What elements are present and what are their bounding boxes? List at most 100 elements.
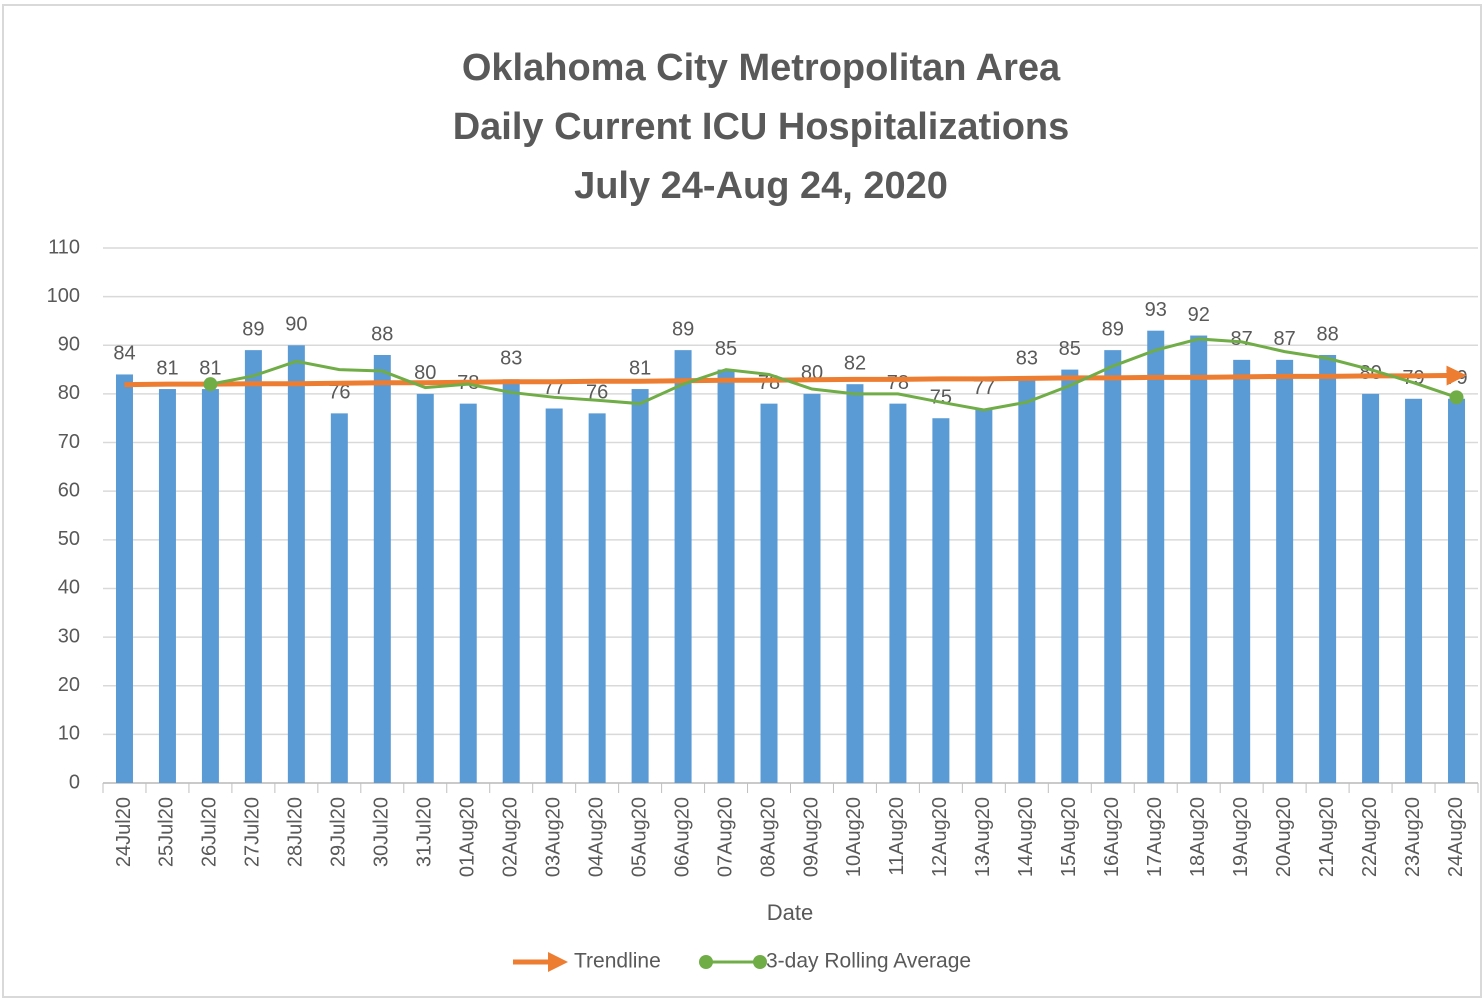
bar [158, 389, 176, 783]
x-tick-label: 29Jul20 [328, 797, 350, 867]
bar [1233, 359, 1251, 783]
bar [1018, 379, 1036, 783]
x-tick-label: 13Aug20 [972, 797, 994, 877]
x-tick-label: 21Aug20 [1316, 797, 1338, 877]
bar [244, 350, 262, 783]
x-tick-label: 18Aug20 [1187, 797, 1209, 877]
data-label: 90 [285, 314, 307, 336]
x-tick-label: 05Aug20 [628, 797, 650, 877]
legend-swatch [753, 955, 767, 969]
bar [373, 355, 391, 783]
y-tick-label: 100 [47, 285, 80, 307]
x-tick-label: 08Aug20 [757, 797, 779, 877]
bar [846, 384, 864, 783]
data-label: 92 [1188, 304, 1210, 326]
y-tick-label: 90 [58, 334, 80, 356]
data-label: 82 [844, 352, 866, 374]
data-label: 84 [113, 343, 135, 365]
bar [1104, 350, 1122, 783]
x-tick-label: 14Aug20 [1015, 797, 1037, 877]
bar [760, 403, 778, 783]
x-tick-label: 24Aug20 [1445, 797, 1467, 877]
x-tick-label: 28Jul20 [285, 797, 307, 867]
legend-label: 3-day Rolling Average [766, 950, 971, 973]
x-tick-label: 17Aug20 [1144, 797, 1166, 877]
bar [115, 374, 133, 783]
y-tick-label: 50 [58, 528, 80, 550]
y-tick-label: 30 [58, 625, 80, 647]
bar [459, 403, 477, 783]
bar [1061, 369, 1079, 783]
y-tick-label: 60 [58, 479, 80, 501]
bar [1147, 330, 1165, 783]
x-tick-label: 10Aug20 [843, 797, 865, 877]
x-tick-label: 25Jul20 [156, 797, 178, 867]
x-tick-label: 07Aug20 [714, 797, 736, 877]
data-label: 89 [242, 318, 264, 340]
data-label: 93 [1145, 299, 1167, 321]
y-tick-label: 70 [58, 431, 80, 453]
x-tick-label: 30Jul20 [371, 797, 393, 867]
chart-border [2, 4, 1482, 998]
bar [717, 369, 735, 783]
data-label: 85 [715, 338, 737, 360]
data-label: 89 [672, 318, 694, 340]
series-line [210, 337, 1458, 412]
data-label: 88 [1316, 323, 1338, 345]
data-label: 81 [199, 357, 221, 379]
line-marker [203, 377, 218, 392]
x-tick-label: 20Aug20 [1273, 797, 1295, 877]
bar [416, 393, 434, 783]
x-tick-label: 27Jul20 [242, 797, 264, 867]
x-tick-label: 16Aug20 [1101, 797, 1123, 877]
data-label: 87 [1274, 328, 1296, 350]
x-tick-label: 06Aug20 [671, 797, 693, 877]
data-label: 81 [156, 357, 178, 379]
x-tick-label: 12Aug20 [929, 797, 951, 877]
x-tick-label: 04Aug20 [585, 797, 607, 877]
data-label: 80 [414, 362, 436, 384]
line-marker [1449, 390, 1464, 405]
bar [631, 389, 649, 783]
x-axis-title: Date [767, 900, 813, 925]
bar [545, 408, 563, 783]
data-label: 85 [1059, 338, 1081, 360]
data-label: 88 [371, 323, 393, 345]
y-tick-label: 0 [69, 771, 80, 793]
bar [330, 413, 348, 783]
x-tick-label: 24Jul20 [113, 797, 135, 867]
bar [287, 345, 305, 783]
legend-swatch [699, 955, 713, 969]
x-tick-label: 31Jul20 [414, 797, 436, 867]
x-tick-label: 19Aug20 [1230, 797, 1252, 877]
data-label: 78 [887, 372, 909, 394]
data-label: 81 [629, 357, 651, 379]
bar [1448, 398, 1466, 783]
bar [201, 389, 219, 783]
data-label: 75 [930, 387, 952, 409]
x-tick-label: 15Aug20 [1058, 797, 1080, 877]
chart-title: Daily Current ICU Hospitalizations [453, 106, 1070, 148]
bar [975, 408, 993, 783]
data-label: 76 [586, 382, 608, 404]
bar [588, 413, 606, 783]
bar [889, 403, 907, 783]
x-tick-label: 26Jul20 [199, 797, 221, 867]
bar [1362, 393, 1380, 783]
y-tick-label: 110 [48, 236, 80, 258]
bar [502, 379, 520, 783]
x-tick-label: 11Aug20 [886, 797, 908, 876]
bar [1190, 335, 1208, 783]
legend-label: Trendline [574, 950, 661, 973]
y-tick-label: 40 [58, 577, 80, 599]
bar [1276, 359, 1294, 783]
x-tick-label: 01Aug20 [457, 797, 479, 877]
bar [803, 393, 821, 783]
x-tick-label: 03Aug20 [542, 797, 564, 877]
y-tick-label: 20 [58, 674, 80, 696]
chart-title: Oklahoma City Metropolitan Area [462, 47, 1061, 89]
x-tick-label: 23Aug20 [1402, 797, 1424, 877]
bar [674, 350, 692, 783]
